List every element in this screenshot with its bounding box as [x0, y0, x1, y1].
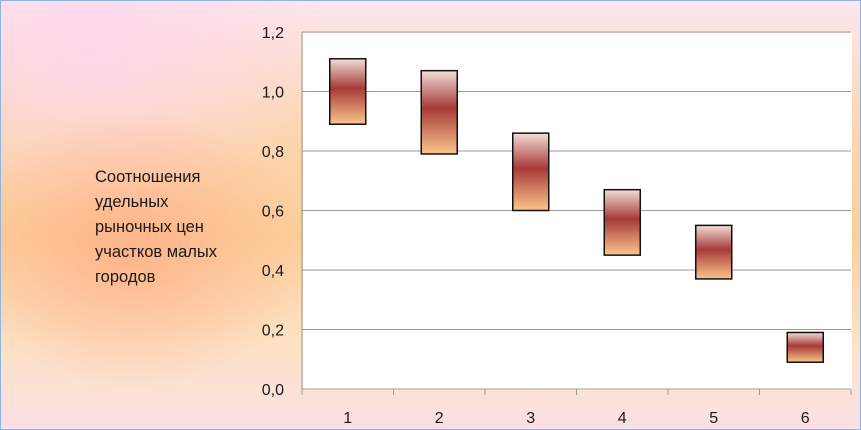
y-tick-label: 1,0 — [262, 85, 284, 102]
y-tick-label: 0,0 — [262, 382, 284, 399]
x-tick-label: 3 — [526, 410, 535, 427]
x-tick-label: 6 — [801, 410, 810, 427]
y-tick-label: 0,6 — [262, 204, 284, 221]
range-bar — [329, 58, 367, 125]
y-tick-label: 0,2 — [262, 323, 284, 340]
x-tick-label: 5 — [709, 410, 718, 427]
y-tick-label: 0,4 — [262, 263, 284, 280]
range-bar — [695, 224, 733, 280]
x-tick-label: 1 — [343, 410, 352, 427]
x-tick-label: 2 — [435, 410, 444, 427]
range-bar — [603, 188, 641, 256]
range-bar — [420, 69, 458, 155]
plot-area — [303, 33, 852, 390]
x-tick-label: 4 — [618, 410, 627, 427]
range-bar — [512, 132, 550, 212]
y-tick-label: 0,8 — [262, 144, 284, 161]
y-axis-title: Соотношения удельных рыночных цен участк… — [95, 168, 218, 286]
range-bar — [786, 331, 824, 363]
y-tick-label: 1,2 — [262, 25, 284, 42]
